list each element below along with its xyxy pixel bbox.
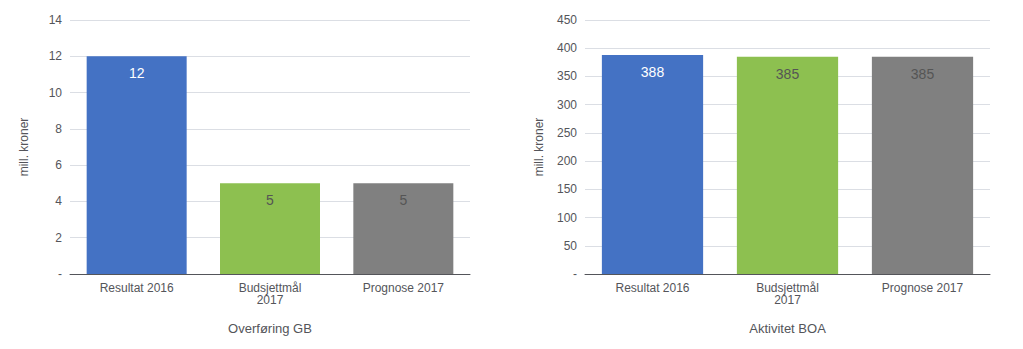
svg-text:385: 385 — [776, 66, 800, 82]
svg-text:Aktivitet BOA: Aktivitet BOA — [749, 321, 826, 336]
svg-text:Resultat 2016: Resultat 2016 — [615, 281, 689, 295]
svg-text:10: 10 — [49, 86, 63, 100]
svg-text:4: 4 — [55, 194, 62, 208]
svg-text:Prognose 2017: Prognose 2017 — [363, 281, 445, 295]
svg-text:2017: 2017 — [257, 293, 284, 307]
svg-text:Budsjettmål: Budsjettmål — [238, 281, 302, 295]
svg-text:-: - — [573, 267, 577, 281]
svg-text:mill. kroner: mill. kroner — [532, 118, 546, 177]
svg-text:6: 6 — [55, 158, 62, 172]
svg-text:mill. kroner: mill. kroner — [17, 118, 31, 177]
svg-text:5: 5 — [399, 192, 407, 208]
svg-text:Budsjettmål: Budsjettmål — [756, 281, 819, 295]
svg-text:Resultat 2016: Resultat 2016 — [100, 281, 174, 295]
svg-text:50: 50 — [564, 239, 578, 253]
svg-text:8: 8 — [55, 122, 62, 136]
svg-text:200: 200 — [557, 154, 577, 168]
svg-text:2017: 2017 — [774, 293, 801, 307]
svg-text:350: 350 — [557, 69, 577, 83]
svg-text:150: 150 — [557, 182, 577, 196]
svg-text:12: 12 — [49, 49, 63, 63]
svg-text:100: 100 — [557, 211, 577, 225]
svg-text:12: 12 — [129, 65, 145, 81]
svg-text:385: 385 — [911, 66, 935, 82]
svg-text:388: 388 — [641, 64, 665, 80]
svg-text:Overføring GB: Overføring GB — [228, 321, 312, 336]
svg-text:2: 2 — [55, 231, 62, 245]
svg-text:-: - — [58, 267, 62, 281]
svg-text:250: 250 — [557, 126, 577, 140]
svg-text:5: 5 — [266, 192, 274, 208]
svg-text:400: 400 — [557, 41, 577, 55]
svg-text:14: 14 — [49, 13, 63, 27]
svg-text:450: 450 — [557, 13, 577, 27]
svg-text:300: 300 — [557, 98, 577, 112]
svg-text:Prognose 2017: Prognose 2017 — [882, 281, 964, 295]
